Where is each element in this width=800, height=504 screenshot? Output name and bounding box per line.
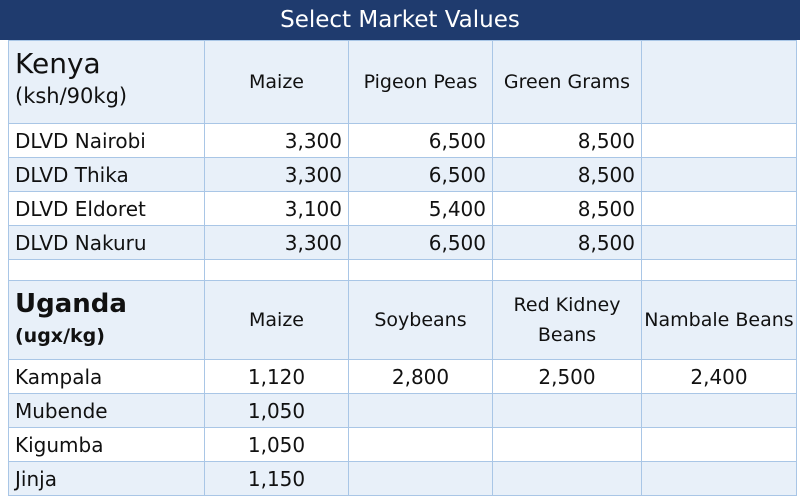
value-cell: 2,500 <box>492 359 642 394</box>
empty-cell <box>641 259 797 281</box>
value-cell: 1,050 <box>204 393 349 428</box>
value-cell <box>492 393 642 428</box>
value-cell: 8,500 <box>492 123 642 158</box>
empty-cell <box>641 225 797 260</box>
value-cell <box>492 461 642 496</box>
column-header: Maize <box>204 280 349 360</box>
column-header: Green Grams <box>492 40 642 124</box>
value-cell: 3,300 <box>204 123 349 158</box>
column-header: Pigeon Peas <box>348 40 493 124</box>
empty-cell <box>641 191 797 226</box>
location-cell: Jinja <box>8 461 205 496</box>
value-cell <box>348 393 493 428</box>
kenya-header-cell: Kenya (ksh/90kg) <box>8 40 205 124</box>
table-row: Kampala 1,120 2,800 2,500 2,400 <box>8 359 797 394</box>
spacer-row <box>8 259 797 281</box>
empty-cell <box>492 259 642 281</box>
country-unit: (ugx/kg) <box>15 325 105 347</box>
table-row: DLVD Nakuru 3,300 6,500 8,500 <box>8 225 797 260</box>
value-cell <box>348 461 493 496</box>
value-cell: 8,500 <box>492 225 642 260</box>
location-cell: DLVD Nakuru <box>8 225 205 260</box>
location-cell: Kigumba <box>8 427 205 462</box>
value-cell: 1,120 <box>204 359 349 394</box>
location-cell: Kampala <box>8 359 205 394</box>
location-cell: DLVD Eldoret <box>8 191 205 226</box>
location-cell: DLVD Thika <box>8 157 205 192</box>
column-header: Soybeans <box>348 280 493 360</box>
value-cell: 2,400 <box>641 359 797 394</box>
location-cell: Mubende <box>8 393 205 428</box>
column-header: Maize <box>204 40 349 124</box>
table-title: Select Market Values <box>0 0 800 40</box>
uganda-header-row: Uganda (ugx/kg) Maize Soybeans Red Kidne… <box>8 280 797 360</box>
market-values-table: Kenya (ksh/90kg) Maize Pigeon Peas Green… <box>8 40 797 496</box>
value-cell: 6,500 <box>348 157 493 192</box>
empty-cell <box>8 259 205 281</box>
table-row: Kigumba 1,050 <box>8 427 797 462</box>
column-header: Nambale Beans <box>641 280 797 360</box>
empty-cell <box>204 259 349 281</box>
value-cell: 3,300 <box>204 225 349 260</box>
value-cell: 8,500 <box>492 157 642 192</box>
table-row: DLVD Nairobi 3,300 6,500 8,500 <box>8 123 797 158</box>
value-cell: 2,800 <box>348 359 493 394</box>
value-cell <box>492 427 642 462</box>
value-cell <box>641 427 797 462</box>
empty-cell <box>641 123 797 158</box>
uganda-header-cell: Uganda (ugx/kg) <box>8 280 205 360</box>
value-cell: 1,150 <box>204 461 349 496</box>
empty-cell <box>641 157 797 192</box>
table-row: DLVD Thika 3,300 6,500 8,500 <box>8 157 797 192</box>
column-header: Red Kidney Beans <box>492 280 642 360</box>
value-cell <box>641 393 797 428</box>
value-cell: 6,500 <box>348 123 493 158</box>
value-cell: 8,500 <box>492 191 642 226</box>
country-unit: (ksh/90kg) <box>15 84 128 108</box>
value-cell: 5,400 <box>348 191 493 226</box>
value-cell: 3,100 <box>204 191 349 226</box>
table-row: DLVD Eldoret 3,100 5,400 8,500 <box>8 191 797 226</box>
kenya-header-row: Kenya (ksh/90kg) Maize Pigeon Peas Green… <box>8 40 797 124</box>
value-cell: 6,500 <box>348 225 493 260</box>
country-name: Uganda <box>15 289 127 319</box>
value-cell: 3,300 <box>204 157 349 192</box>
value-cell <box>641 461 797 496</box>
table-row: Jinja 1,150 <box>8 461 797 496</box>
empty-cell <box>641 40 797 124</box>
country-name: Kenya <box>15 47 101 80</box>
value-cell: 1,050 <box>204 427 349 462</box>
table-row: Mubende 1,050 <box>8 393 797 428</box>
value-cell <box>348 427 493 462</box>
location-cell: DLVD Nairobi <box>8 123 205 158</box>
empty-cell <box>348 259 493 281</box>
